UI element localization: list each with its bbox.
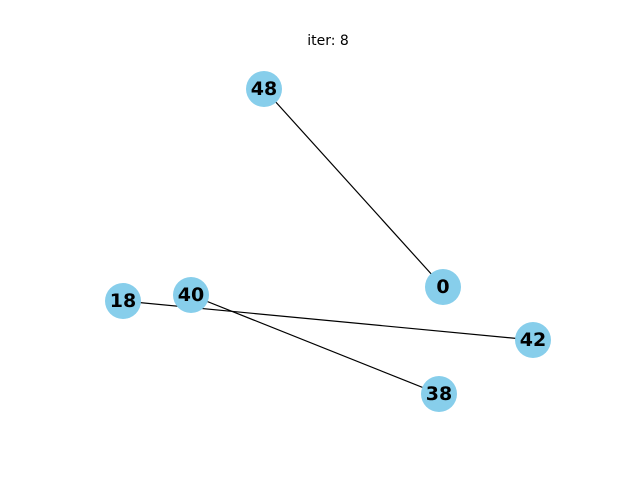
node-circle <box>173 277 209 313</box>
node-circle <box>105 283 141 319</box>
node-label: 0 <box>436 276 449 298</box>
node-label: 42 <box>520 329 546 351</box>
edges-layer <box>122 88 534 395</box>
node-circle <box>421 376 457 412</box>
node-38: 38 <box>421 376 457 412</box>
node-18: 18 <box>105 283 141 319</box>
edge-40-38 <box>190 294 440 395</box>
node-label: 40 <box>178 284 204 306</box>
edge-48-0 <box>263 88 444 288</box>
node-42: 42 <box>515 322 551 358</box>
node-40: 40 <box>173 277 209 313</box>
node-circle <box>246 71 282 107</box>
node-0: 0 <box>425 269 461 305</box>
node-label: 38 <box>426 383 452 405</box>
node-circle <box>425 269 461 305</box>
node-circle <box>515 322 551 358</box>
node-label: 48 <box>251 78 277 100</box>
nodes-layer: 48 0 18 40 42 38 <box>105 71 551 412</box>
node-label: 18 <box>110 290 136 312</box>
figure-title: iter: 8 <box>307 33 349 49</box>
node-48: 48 <box>246 71 282 107</box>
